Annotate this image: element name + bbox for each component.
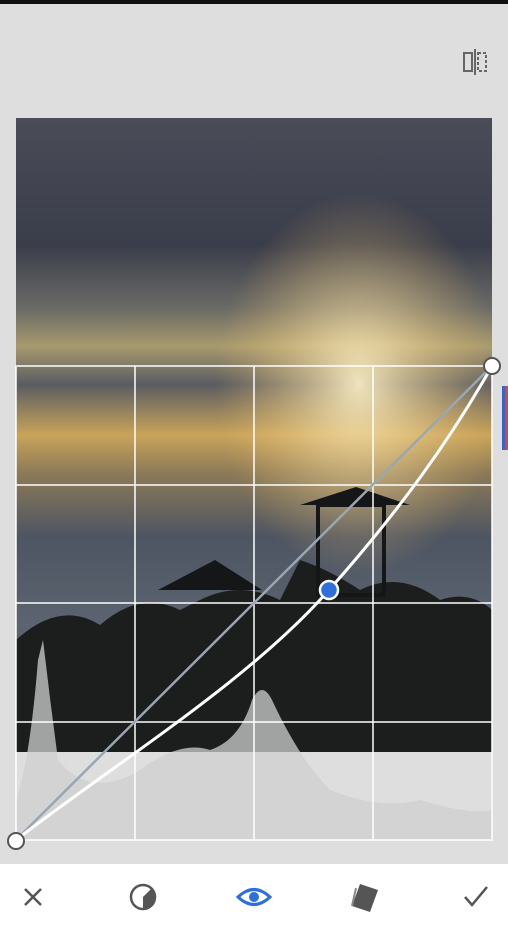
curve-point[interactable] [8, 833, 24, 849]
side-indicator [502, 386, 505, 450]
status-edge [0, 0, 508, 4]
compare-button[interactable] [464, 49, 486, 75]
curve-point[interactable] [484, 358, 500, 374]
curve-point-selected[interactable] [320, 581, 338, 599]
curves-editor [0, 0, 508, 928]
page: {} [0, 0, 508, 928]
